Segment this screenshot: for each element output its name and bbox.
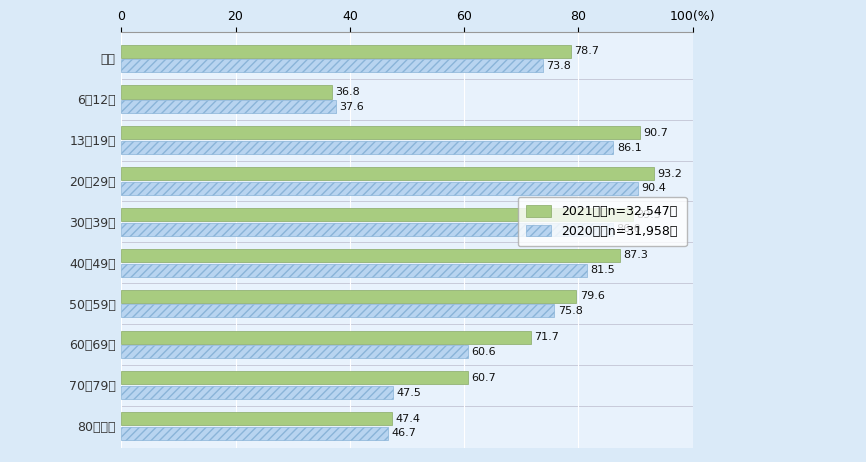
Text: 86.1: 86.1 xyxy=(617,142,642,152)
Bar xyxy=(121,208,633,221)
Text: 89.5: 89.5 xyxy=(637,209,661,219)
Text: 90.4: 90.4 xyxy=(642,183,666,194)
Bar xyxy=(121,263,587,277)
Text: 73.8: 73.8 xyxy=(546,61,572,71)
Text: 75.8: 75.8 xyxy=(558,306,583,316)
Bar xyxy=(121,141,613,154)
Bar xyxy=(121,167,654,180)
Text: 79.6: 79.6 xyxy=(579,291,604,301)
Bar xyxy=(121,223,613,236)
Bar xyxy=(121,371,469,384)
Bar xyxy=(121,100,336,113)
Bar xyxy=(121,345,468,359)
Bar xyxy=(121,249,620,262)
Text: 93.2: 93.2 xyxy=(657,169,682,179)
Bar xyxy=(121,126,640,140)
Text: 86.0: 86.0 xyxy=(617,224,641,234)
Bar xyxy=(121,386,393,399)
Text: 60.6: 60.6 xyxy=(471,347,495,357)
Bar xyxy=(121,427,388,440)
Bar xyxy=(121,330,531,344)
Bar xyxy=(121,59,543,73)
Text: 71.7: 71.7 xyxy=(534,332,559,342)
Text: 46.7: 46.7 xyxy=(391,428,417,438)
Text: 60.7: 60.7 xyxy=(472,373,496,383)
Text: 81.5: 81.5 xyxy=(591,265,615,275)
Bar xyxy=(121,304,554,317)
Text: 47.5: 47.5 xyxy=(396,388,421,398)
Text: 78.7: 78.7 xyxy=(574,46,599,56)
Text: 47.4: 47.4 xyxy=(396,414,421,424)
Text: 37.6: 37.6 xyxy=(339,102,365,112)
Text: 87.3: 87.3 xyxy=(624,250,649,261)
Bar xyxy=(121,412,392,425)
Text: 90.7: 90.7 xyxy=(643,128,668,138)
Bar xyxy=(121,85,332,98)
Bar xyxy=(121,182,638,195)
Bar xyxy=(121,290,576,303)
Legend: 2021年（n=32,547）, 2020年（n=31,958）: 2021年（n=32,547）, 2020年（n=31,958） xyxy=(518,197,687,246)
Text: 36.8: 36.8 xyxy=(335,87,359,97)
Bar xyxy=(121,45,571,58)
